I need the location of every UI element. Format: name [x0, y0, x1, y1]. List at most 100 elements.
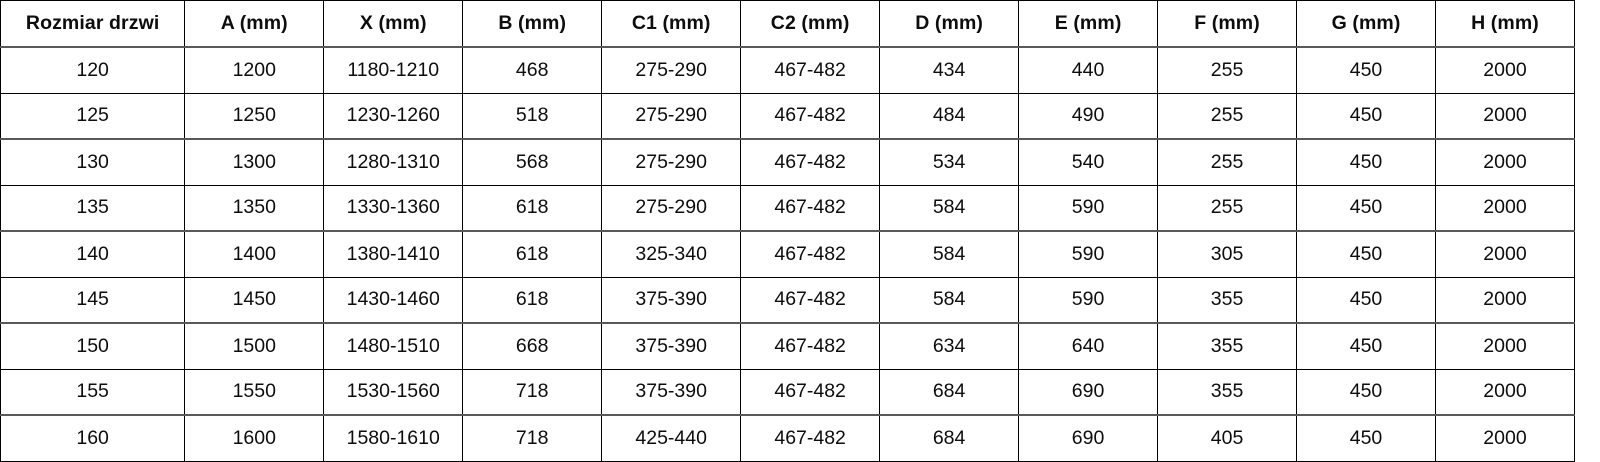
table-cell: 618	[462, 230, 603, 278]
table-cell: 584	[879, 184, 1020, 232]
table-cell: 1230-1260	[323, 92, 464, 140]
table-cell: 590	[1018, 276, 1159, 324]
table-cell: 1380-1410	[323, 230, 464, 278]
table-cell: 467-482	[740, 368, 881, 416]
column-header-b: B (mm)	[462, 0, 603, 48]
table-cell: 1200	[184, 46, 325, 94]
table-cell: 305	[1157, 230, 1298, 278]
table-cell: 2000	[1435, 46, 1575, 94]
table-cell: 375-390	[601, 368, 742, 416]
column-header-a: A (mm)	[184, 0, 325, 48]
table-cell: 718	[462, 368, 603, 416]
table-cell: 255	[1157, 138, 1298, 186]
table-cell: 467-482	[740, 414, 881, 462]
table-cell: 325-340	[601, 230, 742, 278]
table-cell: 1500	[184, 322, 325, 370]
table-header: Rozmiar drzwi A (mm) X (mm) B (mm) C1 (m…	[0, 0, 1575, 48]
table-cell: 1400	[184, 230, 325, 278]
table-cell: 450	[1296, 138, 1436, 186]
table-cell: 690	[1018, 368, 1159, 416]
column-header-x: X (mm)	[323, 0, 464, 48]
cell-door-size: 140	[0, 230, 186, 278]
table-cell: 467-482	[740, 230, 881, 278]
table-cell: 450	[1296, 322, 1436, 370]
column-header-rozmiar-drzwi: Rozmiar drzwi	[0, 0, 186, 48]
table-cell: 1580-1610	[323, 414, 464, 462]
table-row: 125 1250 1230-1260 518 275-290 467-482 484 490 2…	[0, 92, 1575, 140]
table-cell: 468	[462, 46, 603, 94]
table-cell: 467-482	[740, 92, 881, 140]
table-row: 140 1400 1380-1410 618 325-340 467-482 584 590 3…	[0, 230, 1575, 278]
table-cell: 425-440	[601, 414, 742, 462]
cell-door-size: 155	[0, 368, 186, 416]
table-cell: 590	[1018, 230, 1159, 278]
table-cell: 440	[1018, 46, 1159, 94]
table-cell: 2000	[1435, 414, 1575, 462]
table-cell: 355	[1157, 276, 1298, 324]
table-cell: 2000	[1435, 322, 1575, 370]
table-cell: 1300	[184, 138, 325, 186]
table-cell: 255	[1157, 92, 1298, 140]
table-body: 120 1200 1180-1210 468 275-290 467-482 434 440 2…	[0, 46, 1575, 462]
table-row: 120 1200 1180-1210 468 275-290 467-482 434 440 2…	[0, 46, 1575, 94]
table-cell: 1600	[184, 414, 325, 462]
table-cell: 450	[1296, 368, 1436, 416]
table-cell: 275-290	[601, 184, 742, 232]
cell-door-size: 120	[0, 46, 186, 94]
table-cell: 450	[1296, 230, 1436, 278]
table-row: 135 1350 1330-1360 618 275-290 467-482 584 590 2…	[0, 184, 1575, 232]
table-cell: 2000	[1435, 92, 1575, 140]
table-cell: 467-482	[740, 322, 881, 370]
table-cell: 355	[1157, 368, 1298, 416]
table-cell: 1430-1460	[323, 276, 464, 324]
cell-door-size: 125	[0, 92, 186, 140]
table-cell: 2000	[1435, 368, 1575, 416]
table-cell: 1530-1560	[323, 368, 464, 416]
table-cell: 2000	[1435, 276, 1575, 324]
table-cell: 450	[1296, 92, 1436, 140]
table-cell: 450	[1296, 276, 1436, 324]
table-cell: 450	[1296, 184, 1436, 232]
table-row: 130 1300 1280-1310 568 275-290 467-482 534 540 2…	[0, 138, 1575, 186]
table-cell: 1550	[184, 368, 325, 416]
column-header-g: G (mm)	[1296, 0, 1436, 48]
table-cell: 1180-1210	[323, 46, 464, 94]
table-cell: 375-390	[601, 276, 742, 324]
table-cell: 490	[1018, 92, 1159, 140]
cell-door-size: 130	[0, 138, 186, 186]
table-cell: 584	[879, 276, 1020, 324]
table-cell: 1280-1310	[323, 138, 464, 186]
cell-door-size: 160	[0, 414, 186, 462]
column-header-c2: C2 (mm)	[740, 0, 881, 48]
table-cell: 484	[879, 92, 1020, 140]
table-row: 145 1450 1430-1460 618 375-390 467-482 584 590 3…	[0, 276, 1575, 324]
table-cell: 275-290	[601, 46, 742, 94]
table-cell: 684	[879, 368, 1020, 416]
column-header-c1: C1 (mm)	[601, 0, 742, 48]
table-cell: 405	[1157, 414, 1298, 462]
table-cell: 668	[462, 322, 603, 370]
table-cell: 1350	[184, 184, 325, 232]
table-cell: 467-482	[740, 184, 881, 232]
table-cell: 1250	[184, 92, 325, 140]
table-row: 150 1500 1480-1510 668 375-390 467-482 634 640 3…	[0, 322, 1575, 370]
table-cell: 2000	[1435, 184, 1575, 232]
table-cell: 434	[879, 46, 1020, 94]
table-cell: 275-290	[601, 138, 742, 186]
table-cell: 255	[1157, 46, 1298, 94]
table-cell: 275-290	[601, 92, 742, 140]
table-cell: 467-482	[740, 46, 881, 94]
table-cell: 690	[1018, 414, 1159, 462]
header-row: Rozmiar drzwi A (mm) X (mm) B (mm) C1 (m…	[0, 0, 1575, 48]
column-header-h: H (mm)	[1435, 0, 1575, 48]
table-cell: 255	[1157, 184, 1298, 232]
column-header-d: D (mm)	[879, 0, 1020, 48]
table-cell: 1330-1360	[323, 184, 464, 232]
table-cell: 450	[1296, 414, 1436, 462]
table-cell: 467-482	[740, 138, 881, 186]
table-cell: 518	[462, 92, 603, 140]
table-cell: 590	[1018, 184, 1159, 232]
cell-door-size: 135	[0, 184, 186, 232]
